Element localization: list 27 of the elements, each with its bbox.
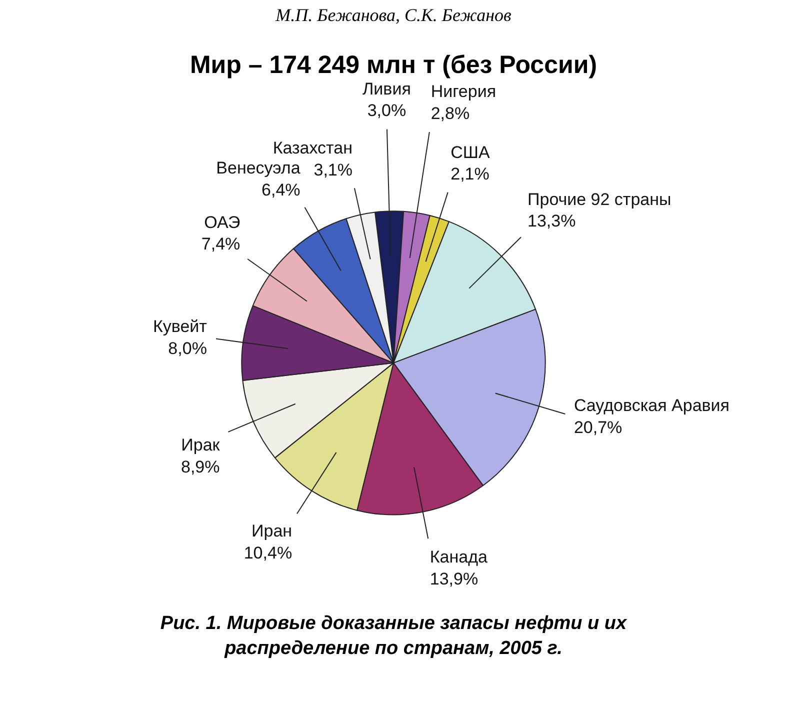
text: Рис. 1. Мировые доказанные запасы нефти и их распределение по странам, 2005 г. — [160, 612, 628, 660]
slice-label: Нигерия — [430, 82, 496, 102]
data-label: 2,1% — [450, 164, 490, 184]
data-label: 3,1% — [314, 160, 352, 180]
slice-label: Канада — [430, 548, 488, 567]
slice-label: Ливия — [362, 79, 411, 98]
data-label: 13,3% — [528, 212, 576, 231]
text: М.П. Бежанова, С.К. Бежанов — [274, 4, 512, 25]
data-label: 13,9% — [430, 569, 478, 588]
data-label: 8,9% — [181, 457, 220, 476]
slice-label: ОАЭ — [204, 212, 240, 232]
data-label: 2,8% — [430, 104, 470, 124]
data-label: 8,0% — [168, 338, 207, 358]
chart-title: Мир – 174 249 млн т (без России) — [190, 50, 598, 79]
slice-label: Венесуэла — [216, 158, 301, 178]
data-label: 3,0% — [367, 101, 406, 120]
slice-label: США — [450, 142, 490, 162]
slice-label: Ирак — [181, 435, 220, 454]
slice-label: Саудовская Аравия — [574, 396, 730, 416]
data-label: 20,7% — [574, 418, 622, 438]
slice-label: Иран — [252, 521, 292, 540]
data-label: 10,4% — [244, 543, 292, 562]
slice-label: Казахстан — [272, 138, 352, 158]
slice-label: Прочие 92 страны — [528, 190, 672, 209]
data-label: 7,4% — [201, 234, 240, 254]
slice-label: Кувейт — [152, 317, 208, 336]
data-label: 6,4% — [262, 180, 300, 200]
